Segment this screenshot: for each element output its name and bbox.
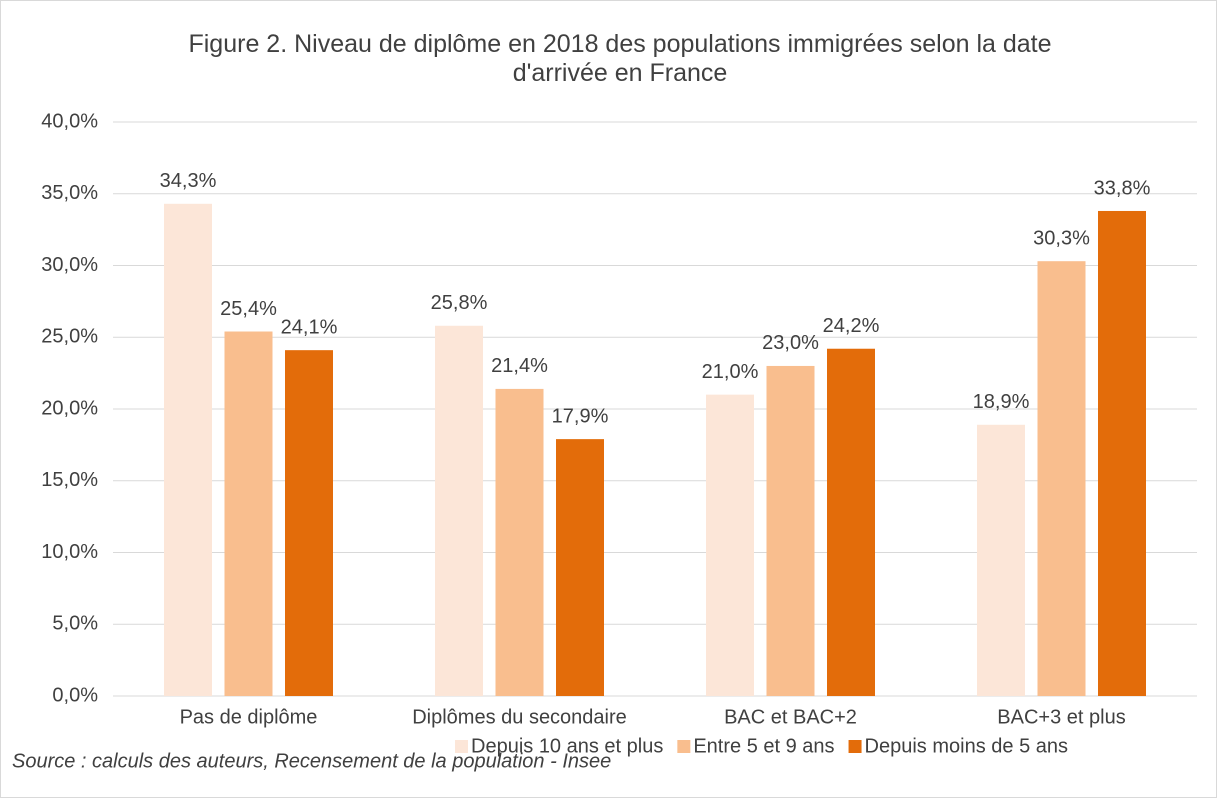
bar bbox=[706, 394, 754, 696]
y-tick-label: 40,0% bbox=[41, 110, 98, 132]
data-label: 30,3% bbox=[1033, 227, 1090, 249]
data-label: 24,2% bbox=[823, 315, 880, 337]
legend-swatch bbox=[455, 740, 468, 753]
y-tick-label: 30,0% bbox=[41, 254, 98, 276]
data-label: 17,9% bbox=[552, 405, 609, 427]
x-tick-label: Diplômes du secondaire bbox=[412, 706, 627, 728]
data-label: 25,8% bbox=[431, 292, 488, 314]
legend-swatch bbox=[848, 740, 862, 753]
x-tick-label: Pas de diplôme bbox=[180, 706, 318, 728]
bar bbox=[164, 203, 212, 697]
x-tick-label: BAC+3 et plus bbox=[997, 706, 1125, 728]
y-tick-label: 5,0% bbox=[52, 613, 98, 635]
bar bbox=[827, 348, 875, 696]
y-tick-label: 35,0% bbox=[41, 182, 98, 204]
y-tick-label: 15,0% bbox=[41, 469, 98, 491]
bar bbox=[556, 439, 604, 696]
bar bbox=[224, 331, 273, 696]
bar bbox=[435, 325, 483, 696]
bar bbox=[977, 424, 1025, 696]
legend-label: Depuis 10 ans et plus bbox=[471, 735, 663, 757]
data-label: 24,1% bbox=[281, 316, 338, 338]
data-label: 23,0% bbox=[762, 332, 819, 354]
bar bbox=[1098, 210, 1146, 696]
y-tick-label: 10,0% bbox=[41, 541, 98, 563]
bar bbox=[766, 365, 815, 696]
bar bbox=[285, 350, 333, 696]
data-label: 21,0% bbox=[702, 361, 759, 383]
legend-label: Depuis moins de 5 ans bbox=[865, 735, 1068, 757]
y-tick-label: 0,0% bbox=[52, 684, 98, 706]
data-label: 25,4% bbox=[220, 298, 277, 320]
legend-label: Entre 5 et 9 ans bbox=[693, 735, 834, 757]
data-label: 34,3% bbox=[160, 170, 217, 192]
legend-swatch bbox=[677, 740, 691, 753]
y-tick-label: 25,0% bbox=[41, 326, 98, 348]
source-note: Source : calculs des auteurs, Recensemen… bbox=[12, 750, 611, 772]
y-tick-label: 20,0% bbox=[41, 397, 98, 419]
bar bbox=[495, 388, 544, 696]
bar bbox=[1037, 261, 1086, 696]
data-label: 18,9% bbox=[973, 391, 1030, 413]
data-label: 33,8% bbox=[1094, 177, 1151, 199]
chart-title: Figure 2. Niveau de diplôme en 2018 des … bbox=[188, 30, 1052, 87]
x-tick-label: BAC et BAC+2 bbox=[724, 706, 857, 728]
data-label: 21,4% bbox=[491, 355, 548, 377]
